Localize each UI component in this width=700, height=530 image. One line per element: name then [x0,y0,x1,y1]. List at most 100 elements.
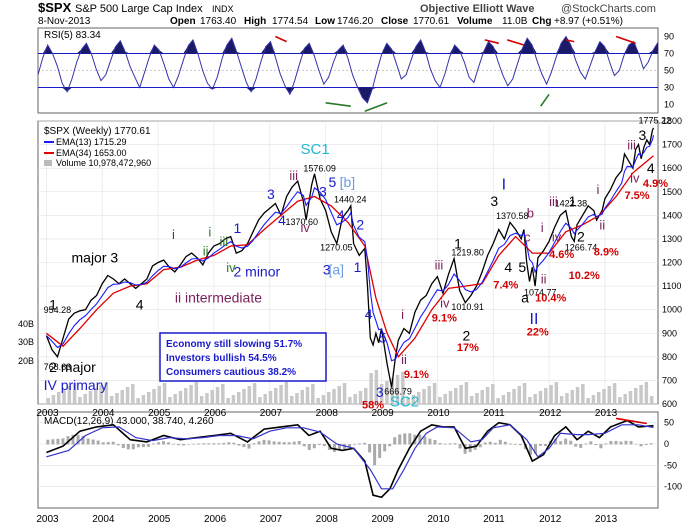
macd-histogram-bar [358,443,362,445]
rsi-divergence-line [275,35,287,43]
wave-label: 3 [319,183,327,199]
volume-bar [67,386,72,404]
macd-histogram-bar [423,436,427,445]
price-annotation: 1270.05 [320,243,353,253]
macd-histogram-bar [488,441,492,445]
volume-bar [46,398,50,404]
ohlc-high-label: High [244,16,266,27]
macd-year-label: 2005 [148,514,171,525]
volume-bar [459,385,463,404]
chart-name: S&P 500 Large Cap Index [75,3,203,15]
volume-bar [416,392,421,404]
macd-histogram-bar [433,439,437,445]
macd-histogram-bar [182,444,186,446]
macd-histogram-bar [207,443,211,445]
macd-histogram-bar [317,444,321,446]
volume-bar [491,384,495,404]
price-annotation: 1074.77 [524,288,557,298]
macd-histogram-bar [267,440,271,445]
volume-bar [342,383,347,404]
rsi-convergence-line [540,93,550,107]
wave-label: 9.1% [432,312,457,324]
macd-histogram-bar [96,440,100,445]
wave-label: 2 [577,228,585,244]
macd-year-label: 2008 [316,514,339,525]
wave-label: 3 [376,384,384,400]
volume-bar [395,375,400,404]
volume-bar [607,386,612,404]
price-annotation: 1440.24 [334,194,367,204]
volume-bar [300,390,304,404]
macd-histogram-bar [272,441,276,445]
price-year-label: 2007 [260,408,283,419]
macd-histogram-bar [378,444,382,458]
volume-bar [72,383,77,404]
rsi-layer: 90 70 50 30 10 [37,32,674,113]
wave-label: 4 [136,297,144,313]
macd-histogram-bar [146,444,150,447]
volume-bar [406,398,410,404]
macd-histogram-bar [136,444,140,448]
wave-label: ii [541,272,547,287]
chart-source: Objective Elliott Wave [420,3,535,15]
wave-label: a [521,290,529,306]
volume-bar [427,386,432,404]
wave-label: i [401,307,404,322]
macd-histogram-bar [106,442,110,445]
volume-bar [51,395,56,404]
volume-bar [305,387,310,404]
price-annotation: 1219.80 [451,247,484,257]
wave-label: 5 [379,330,387,346]
volume-bar [411,395,416,404]
macd-histogram-bar [368,444,372,453]
wave-label: 1 [354,259,362,275]
macd-histogram-bar [126,444,130,450]
volume-bar [528,397,532,404]
volume-bar [184,388,188,404]
volume-bar [554,382,559,404]
volume-bar [136,398,140,404]
macd-histogram-bar [569,440,573,445]
price-tick-label: 1100 [662,281,681,291]
volume-bar [401,372,405,404]
wave-label: 1 [569,193,577,209]
wave-label: iii [289,168,298,183]
ohlc-close: 1770.61 [413,16,450,27]
macd-histogram-bar [257,441,261,445]
chart-copyright: @StockCharts.com [561,3,656,15]
macd-histogram-bar [51,439,55,445]
wave-label: 2 [356,216,364,232]
wave-label: iv [301,220,311,235]
macd-histogram-bar [81,435,85,445]
macd-histogram-bar [177,444,181,446]
volume-bar [226,398,230,404]
wave-label: IV primary [44,377,108,393]
wave-label: ii [401,352,407,367]
macd-histogram-bar [287,442,291,445]
wave-label: 5 [328,174,336,190]
volume-bar [321,395,326,404]
macd-histogram-bar [478,444,482,448]
volume-bar [316,398,320,404]
volume-bar [575,387,580,404]
volume-bar [326,392,331,404]
price-annotation: 954.28 [44,305,72,315]
macd-histogram-bar [156,442,160,445]
volume-bar [374,370,379,404]
macd-year-label: 2010 [427,514,450,525]
macd-histogram-bar [101,442,105,445]
price-tick-label: 1600 [662,163,682,173]
price-annotation: 666.79 [384,387,412,397]
macd-histogram-bar [162,441,165,445]
wave-label: b [527,206,534,221]
price-tick-label: 900 [662,328,677,338]
macd-histogram-bar [373,444,377,466]
wave-label: 22% [527,327,549,339]
ohlc-open-label: Open [170,16,196,27]
volume-bar [289,396,294,404]
macd-histogram-bar [554,438,558,445]
wave-label: [b] [340,174,356,190]
volume-bar [104,382,109,404]
volume-bar [109,396,114,404]
macd-histogram-bar [579,444,583,448]
